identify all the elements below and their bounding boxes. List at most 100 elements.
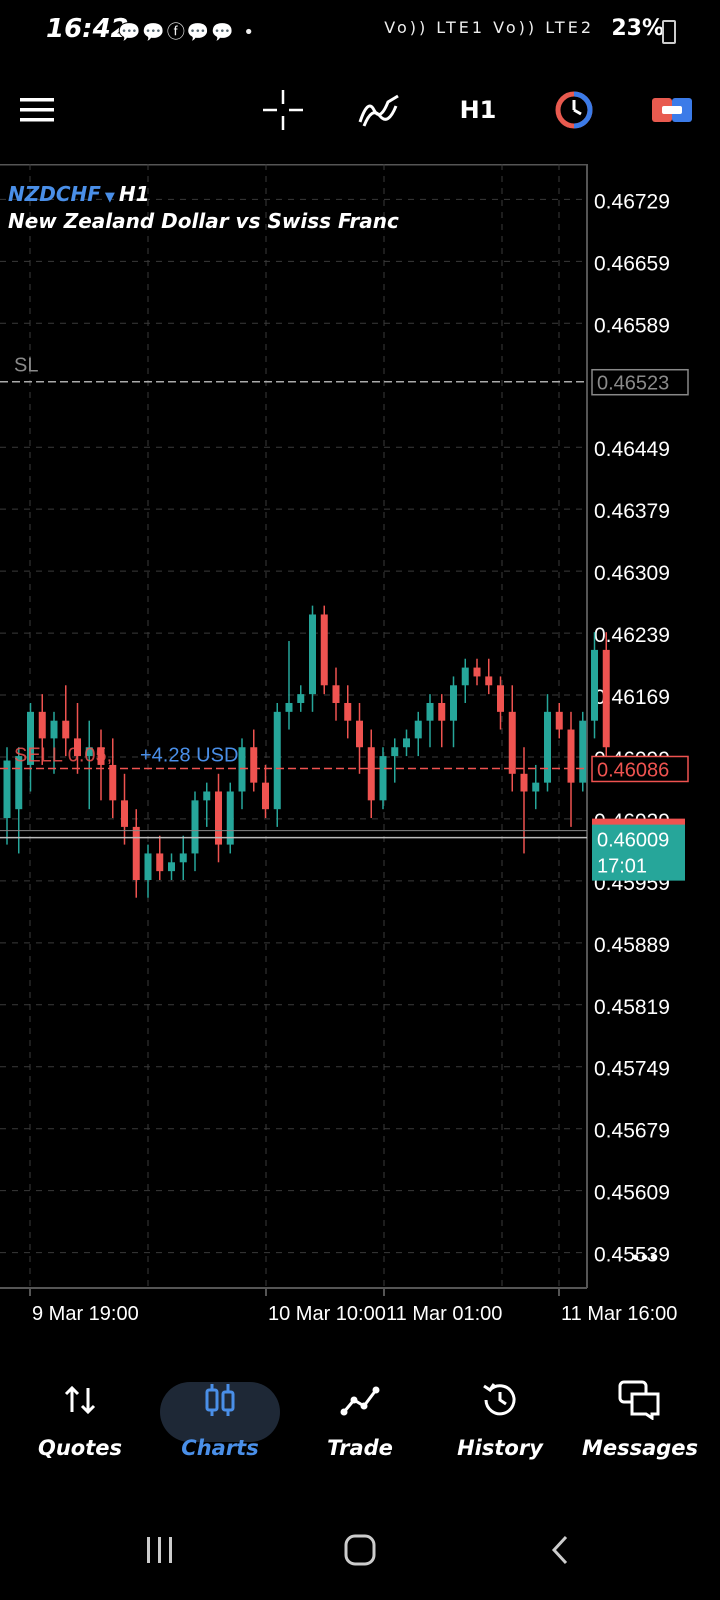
symbol-caret-icon[interactable]: ▼: [104, 190, 115, 205]
candle-body: [473, 667, 481, 677]
candle-body: [356, 720, 363, 748]
chart-area[interactable]: 0.46729 0.46659 0.46589 0.46449 0.46379 0.463…: [0, 164, 720, 1346]
candle-body: [497, 685, 504, 712]
candle-body: [391, 747, 399, 757]
recent-apps-button[interactable]: [130, 1520, 190, 1580]
candle-body: [50, 720, 58, 739]
candle-body: [508, 711, 516, 774]
stop-loss-price: 0.46523: [597, 373, 669, 395]
menu-icon: [20, 98, 54, 122]
price-level-label: 0.45819: [594, 996, 670, 1019]
candle-body: [191, 800, 199, 854]
candle-body: [156, 853, 164, 872]
position-label: SELL 0.05,: [14, 744, 112, 766]
candle-body: [179, 853, 187, 863]
home-button[interactable]: [330, 1520, 390, 1580]
price-level-label: 0.46589: [594, 314, 670, 337]
status-bar: 16:42 💬💬ⓕ💬💬 • Vo)) LTE1 Vo)) LTE2 23%: [0, 0, 720, 64]
candle-body: [109, 764, 117, 801]
candle-body: [403, 738, 410, 748]
one-click-trading-icon: [555, 91, 593, 129]
quotes-icon: [64, 1385, 96, 1415]
candle-body: [450, 685, 457, 721]
candle-body: [27, 711, 34, 765]
price-level-label: 0.46239: [594, 624, 670, 647]
candle-body: [438, 702, 446, 721]
price-level-label: 0.45609: [594, 1182, 670, 1205]
indicators-button[interactable]: [354, 88, 404, 132]
candle-body: [379, 756, 387, 801]
nav-charts[interactable]: Charts: [150, 1370, 290, 1480]
candle-body: [262, 782, 269, 810]
candle-body: [297, 694, 305, 703]
candle-body: [320, 614, 328, 686]
indicators-icon: [358, 94, 399, 127]
crosshair-icon: [263, 90, 303, 130]
one-click-trading-button[interactable]: [552, 88, 596, 132]
network-indicator: Vo)) LTE1 Vo)) LTE2: [384, 18, 594, 37]
charts-icon: [205, 1384, 235, 1416]
stop-loss-label: SL: [14, 355, 38, 377]
symbol-description: New Zealand Dollar vs Swiss Franc: [8, 209, 399, 233]
candle-body: [97, 747, 105, 765]
candle-body: [579, 720, 587, 783]
time-label: 10 Mar 10:00: [268, 1303, 386, 1325]
bottom-navigation: Quotes Charts Trade: [0, 1370, 720, 1480]
price-level-label: 0.45749: [594, 1058, 670, 1081]
symbol-header[interactable]: NZDCHF ▼ H1: [8, 182, 150, 206]
nav-quotes[interactable]: Quotes: [10, 1370, 150, 1480]
back-button[interactable]: [530, 1520, 590, 1580]
candle-body: [555, 711, 563, 730]
candle-body: [226, 791, 234, 845]
more-options-icon[interactable]: •••: [632, 1247, 659, 1269]
candle-body: [602, 649, 610, 748]
candle-body: [426, 702, 434, 721]
nav-trade[interactable]: Trade: [290, 1370, 430, 1480]
nav-history-label: History: [457, 1436, 543, 1460]
candle-body: [62, 720, 70, 739]
nav-quotes-label: Quotes: [37, 1436, 122, 1460]
candle-body: [85, 747, 93, 757]
trade-toggle-button[interactable]: [650, 88, 694, 132]
price-level-label: 0.46379: [594, 500, 670, 523]
symbol-name[interactable]: NZDCHF: [8, 182, 101, 206]
time-label: 11 Mar 16:00: [561, 1303, 677, 1325]
messages-icon: [618, 1380, 660, 1420]
recent-apps-icon: [147, 1537, 172, 1563]
notification-icons: 💬💬ⓕ💬💬 •: [118, 22, 256, 43]
nav-messages[interactable]: Messages: [570, 1370, 710, 1480]
price-level-label: 0.46169: [594, 686, 670, 709]
back-icon: [551, 1535, 568, 1565]
candle-body: [544, 711, 551, 783]
current-price-box: [592, 824, 685, 881]
current-price: 0.46009: [597, 830, 669, 852]
candle-body: [332, 685, 340, 703]
chart-toolbar: H1: [0, 70, 720, 150]
price-level-label: 0.46449: [594, 438, 670, 461]
price-level-label: 0.46309: [594, 562, 670, 585]
candle-body: [567, 729, 575, 783]
chart-timeframe: H1: [118, 182, 150, 206]
candle-body: [273, 711, 281, 810]
candle-body: [168, 862, 175, 872]
nav-history[interactable]: History: [430, 1370, 570, 1480]
candle-body: [144, 853, 152, 880]
timeframe-button[interactable]: H1: [459, 96, 497, 124]
candle-body: [367, 747, 375, 801]
candle-countdown: 17:01: [597, 856, 647, 878]
stop-loss-price-box: [591, 368, 689, 396]
candle-body: [250, 747, 258, 783]
candle-body: [591, 649, 598, 721]
battery-level: 23%: [611, 16, 664, 41]
position-profit: +4.28 USD: [140, 744, 238, 766]
position-price-box: [591, 755, 689, 783]
menu-button[interactable]: [18, 88, 58, 132]
candle-body: [344, 702, 352, 721]
candle-body: [74, 738, 81, 757]
crosshair-button[interactable]: [258, 88, 308, 132]
nav-messages-label: Messages: [581, 1436, 699, 1460]
price-chart[interactable]: 0.46729 0.46659 0.46589 0.46449 0.46379 0.463…: [0, 164, 720, 1346]
price-level-label: 0.45889: [594, 934, 670, 957]
price-level-label: 0.45679: [594, 1120, 670, 1143]
candle-body: [238, 747, 246, 792]
